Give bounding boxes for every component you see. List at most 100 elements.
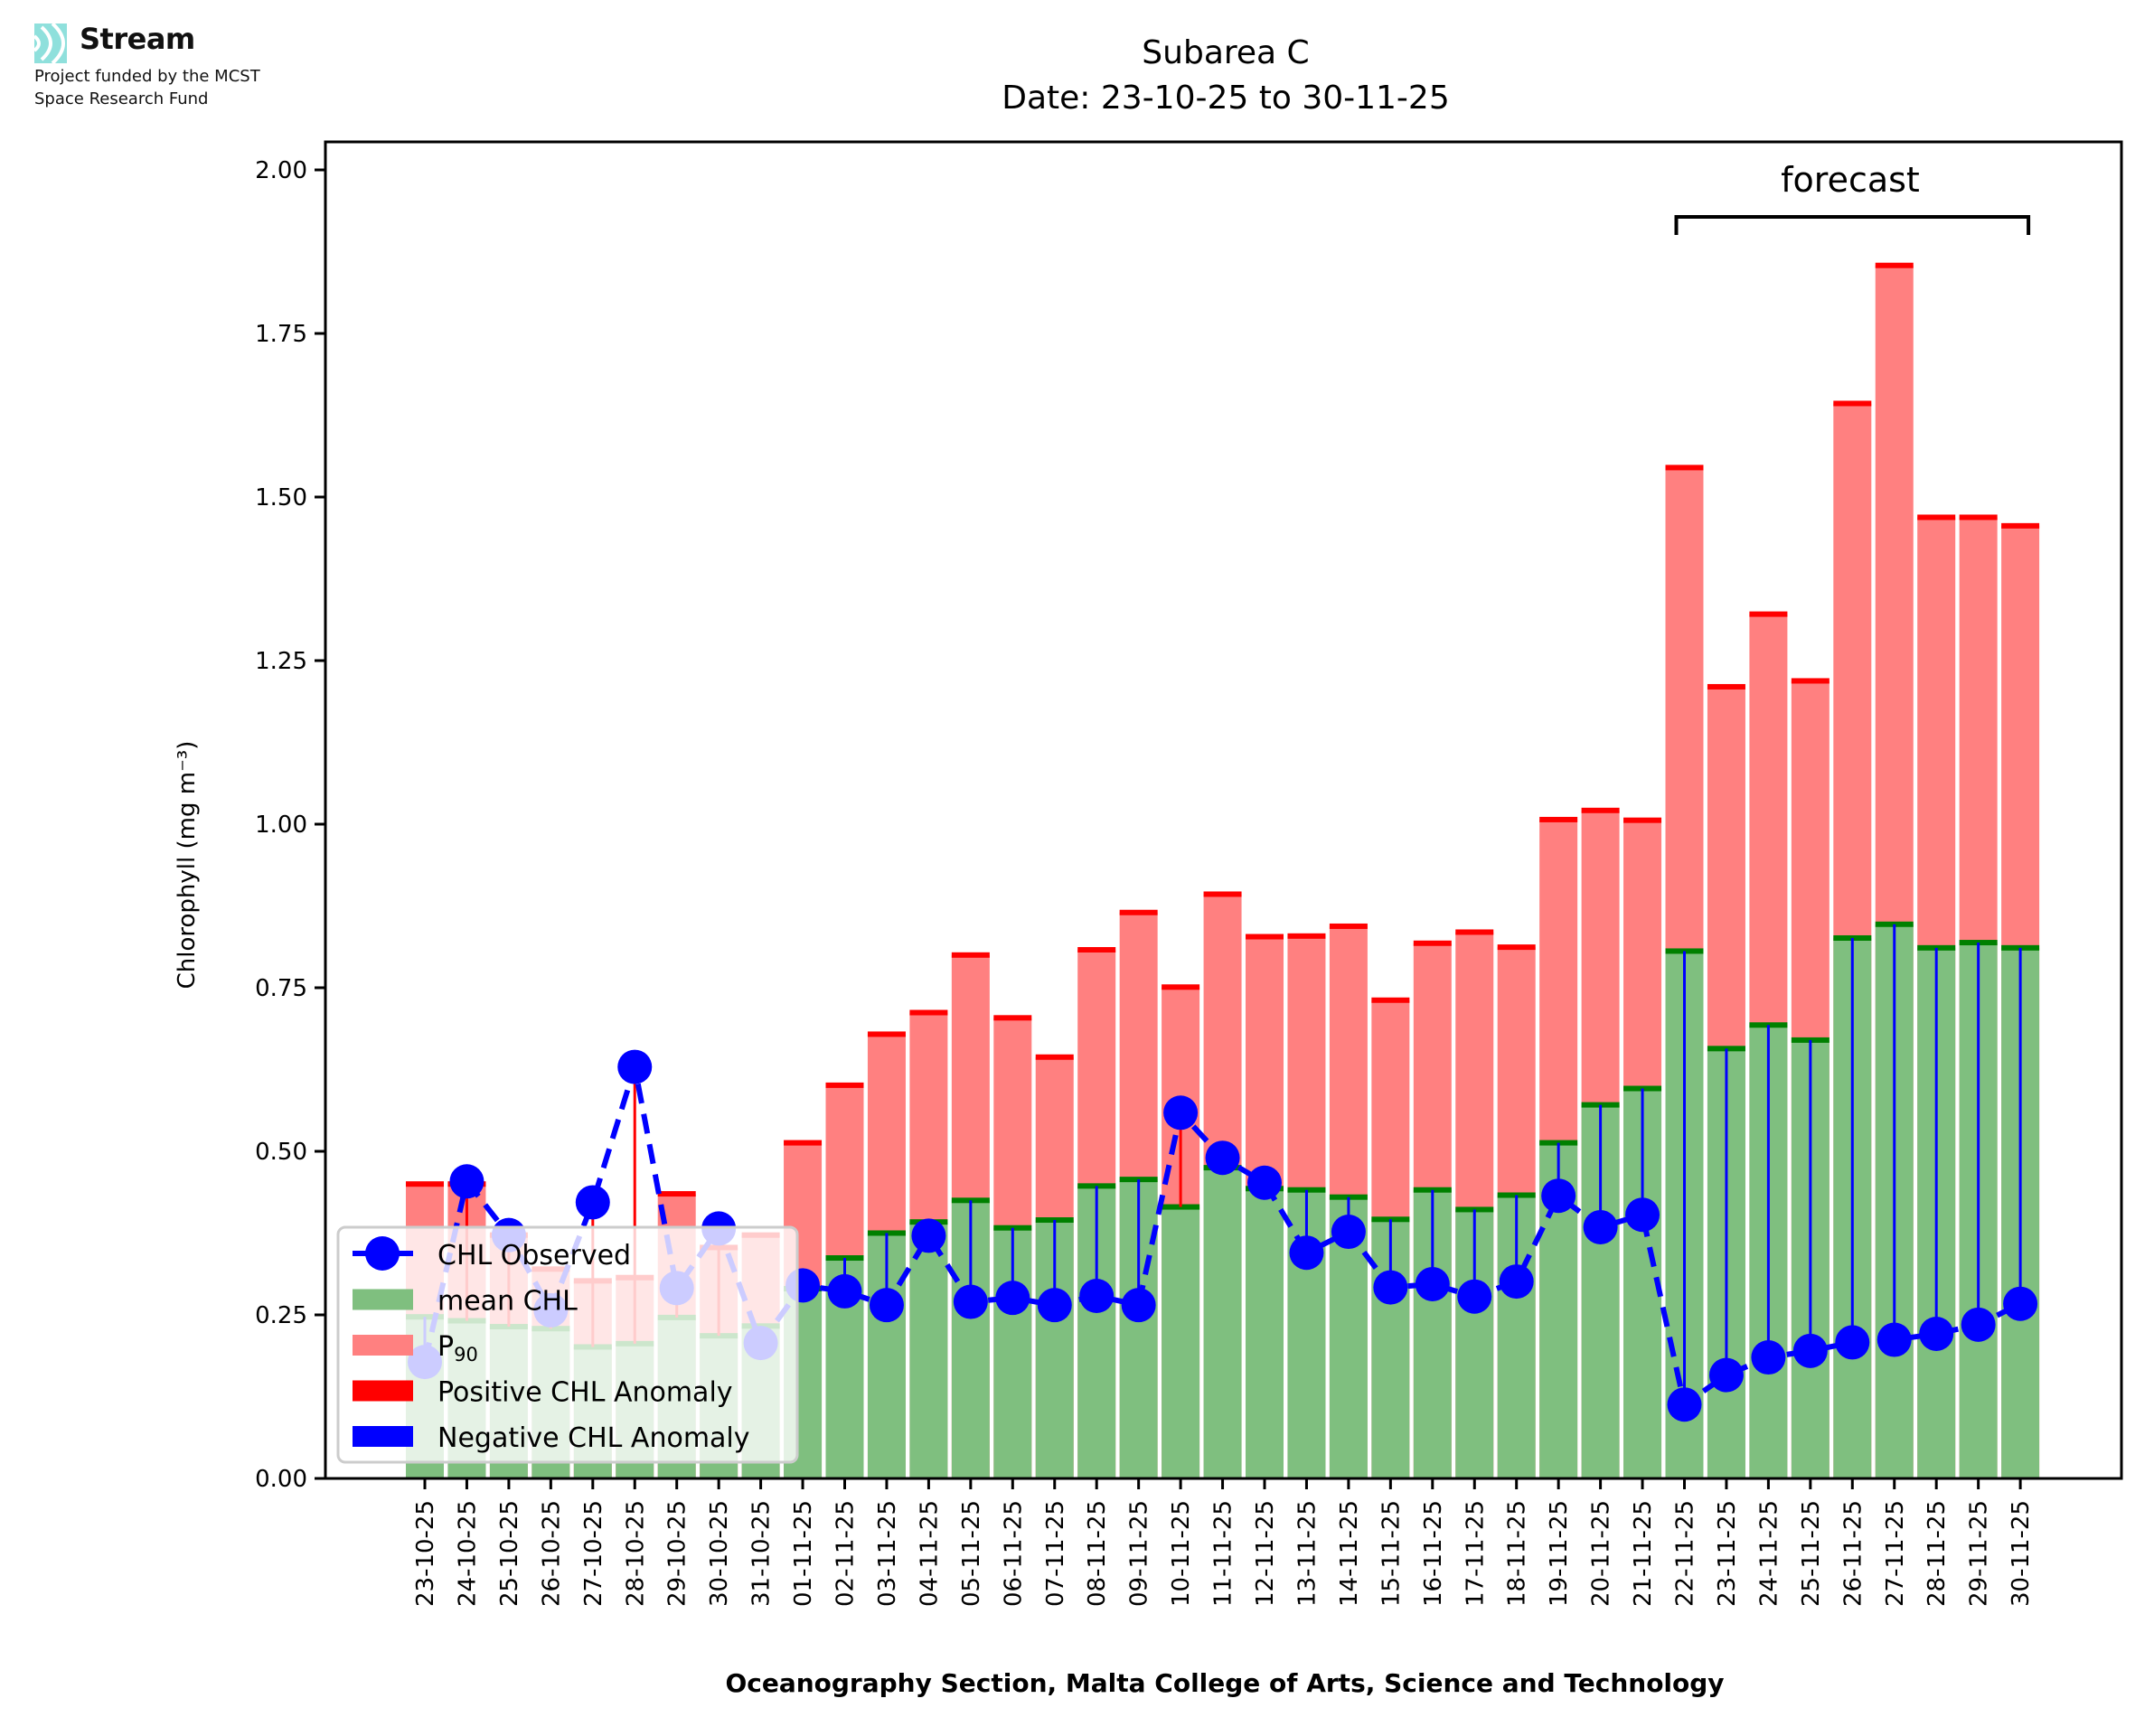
p90-cap xyxy=(1329,923,1368,929)
observed-point xyxy=(1751,1340,1786,1375)
p90-cap xyxy=(1833,400,1872,407)
y-tick-label: 1.75 xyxy=(255,321,307,348)
y-tick-label: 1.00 xyxy=(255,812,307,839)
p90-cap xyxy=(1497,944,1536,951)
x-tick-label: 22-11-25 xyxy=(1672,1500,1699,1607)
axes: 0.00 0.25 0.50 0.75 1.00 1.25 1.50 1.75 2.00 23-1… xyxy=(255,140,2123,1607)
observed-point xyxy=(1835,1325,1870,1360)
observed-point xyxy=(1625,1197,1660,1233)
x-tick-label: 27-11-25 xyxy=(1882,1500,1909,1607)
p90-cap xyxy=(909,1009,948,1016)
y-axis-label: Chlorophyll (mg m⁻³) xyxy=(174,741,201,990)
x-tick-label: 18-11-25 xyxy=(1504,1500,1531,1607)
observed-point xyxy=(1792,1333,1828,1368)
observed-point xyxy=(617,1049,653,1084)
x-tick-label: 30-10-25 xyxy=(706,1500,733,1607)
p90-cap xyxy=(1581,807,1620,813)
x-tick-label: 28-11-25 xyxy=(1924,1500,1951,1607)
observed-point xyxy=(1499,1264,1534,1300)
x-tick-label: 23-11-25 xyxy=(1714,1500,1741,1607)
x-tick-label: 26-11-25 xyxy=(1839,1500,1867,1607)
p90-cap xyxy=(1749,611,1788,617)
x-tick-label: 26-10-25 xyxy=(538,1500,565,1607)
chart-title-line1: Subarea C xyxy=(1142,34,1309,71)
x-tick-label: 03-11-25 xyxy=(874,1500,901,1607)
p90-cap xyxy=(1665,464,1704,471)
forecast-annotation: forecast xyxy=(1674,160,2031,235)
x-tick-label: 08-11-25 xyxy=(1084,1500,1111,1607)
legend-observed-marker-icon xyxy=(365,1236,400,1271)
p90-cap xyxy=(993,1015,1032,1021)
x-tick-label: 29-11-25 xyxy=(1966,1500,1993,1607)
forecast-bracket xyxy=(1674,215,2031,235)
p90-cap xyxy=(406,1181,444,1187)
p90-cap xyxy=(825,1082,864,1088)
x-tick-label: 07-11-25 xyxy=(1042,1500,1069,1607)
x-tick-label: 25-11-25 xyxy=(1798,1500,1825,1607)
p90-cap xyxy=(784,1140,823,1146)
x-tick-label: 04-11-25 xyxy=(916,1500,943,1607)
p90-cap xyxy=(1413,940,1452,946)
observed-point xyxy=(1667,1387,1702,1422)
x-tick-label: 15-11-25 xyxy=(1378,1500,1405,1607)
x-tick-label: 10-11-25 xyxy=(1168,1500,1195,1607)
x-tick-label: 01-11-25 xyxy=(790,1500,817,1607)
y-tick-label: 0.00 xyxy=(255,1466,307,1493)
x-axis-label: Oceanography Section, Malta College of A… xyxy=(725,1668,1724,1698)
observed-point xyxy=(449,1164,484,1199)
x-tick-label: 24-10-25 xyxy=(454,1500,481,1607)
x-tick-label: 06-11-25 xyxy=(1000,1500,1027,1607)
logo-title: Stream xyxy=(80,22,195,56)
x-tick-label: 02-11-25 xyxy=(832,1500,860,1607)
logo-subtitle: Project funded by the MCST Space Researc… xyxy=(34,65,260,110)
x-tick-label: 19-11-25 xyxy=(1546,1500,1573,1607)
x-tick-label: 05-11-25 xyxy=(958,1500,985,1607)
x-tick-label: 20-11-25 xyxy=(1588,1500,1615,1607)
p90-cap xyxy=(1791,678,1829,684)
x-tick-label: 28-10-25 xyxy=(622,1500,649,1607)
p90-cap xyxy=(1246,934,1284,940)
observed-point xyxy=(1037,1288,1072,1323)
legend-swatch-icon xyxy=(353,1335,413,1356)
mean-bar xyxy=(909,1222,948,1478)
observed-point xyxy=(827,1273,862,1309)
observed-point xyxy=(1708,1357,1744,1393)
legend-swatch-icon xyxy=(353,1380,413,1402)
legend-label: mean CHL xyxy=(437,1286,578,1318)
legend-swatch-icon xyxy=(353,1426,413,1447)
x-tick-label: 14-11-25 xyxy=(1336,1500,1363,1607)
x-tick-label: 25-10-25 xyxy=(496,1500,523,1607)
observed-point xyxy=(1331,1215,1366,1250)
logo-subtitle-line1: Project funded by the MCST xyxy=(34,67,260,86)
observed-point xyxy=(2003,1286,2038,1321)
x-tick-label: 30-11-25 xyxy=(2008,1500,2035,1607)
y-tick-label: 2.00 xyxy=(255,157,307,184)
x-tick-label: 24-11-25 xyxy=(1755,1500,1782,1607)
observed-point xyxy=(1079,1279,1115,1314)
p90-cap xyxy=(1119,909,1158,915)
x-tick-label: 23-10-25 xyxy=(412,1500,439,1607)
x-tick-label: 13-11-25 xyxy=(1293,1500,1321,1607)
p90-cap xyxy=(657,1191,696,1197)
observed-point xyxy=(995,1281,1030,1316)
observed-point xyxy=(575,1185,610,1220)
x-tick-label: 31-10-25 xyxy=(748,1500,776,1607)
p90-cap xyxy=(1959,514,1998,521)
observed-point xyxy=(1121,1288,1156,1323)
x-tick-label: 21-11-25 xyxy=(1630,1500,1657,1607)
observed-point xyxy=(1583,1209,1618,1244)
legend-label-subscript: 90 xyxy=(454,1344,478,1365)
y-tick-label: 0.75 xyxy=(255,975,307,1002)
y-tick-label: 0.50 xyxy=(255,1139,307,1166)
p90-cap xyxy=(1035,1054,1074,1060)
x-tick-label: 12-11-25 xyxy=(1252,1500,1279,1607)
observed-point xyxy=(1289,1235,1324,1271)
p90-cap xyxy=(1203,891,1242,897)
p90-cap xyxy=(1539,816,1578,822)
legend-box xyxy=(336,1225,799,1464)
p90-cap xyxy=(1077,947,1116,953)
observed-point xyxy=(1961,1307,1996,1342)
observed-point xyxy=(1163,1095,1199,1131)
p90-cap xyxy=(1371,997,1410,1003)
